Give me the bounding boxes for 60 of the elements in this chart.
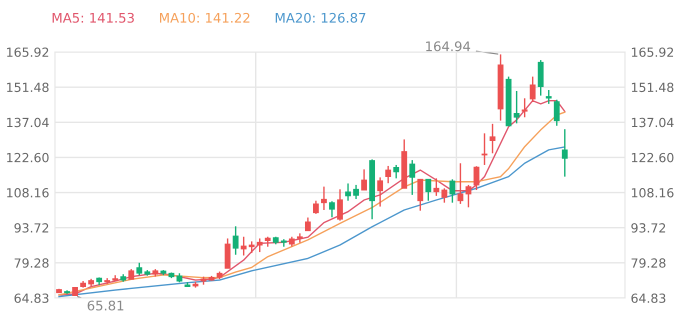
candlestick (361, 168, 367, 191)
y2-tick-label: 137.04 (632, 118, 674, 128)
candlestick (425, 178, 432, 202)
candlestick (256, 238, 263, 253)
text: 164.94 (426, 41, 470, 52)
y2-tick-label: 64.83 (631, 293, 666, 303)
text: 65.81 (88, 300, 124, 311)
candlestick (353, 184, 359, 200)
candlestick (288, 236, 295, 248)
line-series (58, 146, 566, 298)
candlestick (393, 164, 400, 180)
candlestick (417, 178, 424, 212)
candlestick (240, 236, 247, 256)
y-tick-label: 165.92 (7, 47, 48, 57)
candlestick (449, 178, 456, 204)
candlestick (522, 98, 528, 118)
candlestick (458, 162, 464, 205)
text: MA5: 141.53 (52, 12, 134, 23)
y2-tick-label: 122.60 (632, 152, 674, 162)
candlestick (232, 226, 239, 256)
candlestick (554, 99, 560, 126)
candlestick (337, 188, 343, 222)
y-tick-label: 151.48 (7, 82, 49, 92)
candlestick (409, 159, 416, 196)
candlestick (466, 184, 472, 208)
candlestick (377, 176, 384, 208)
candlestick (248, 240, 255, 254)
y2-tick-label: 151.48 (632, 82, 674, 92)
candlestick (530, 76, 536, 102)
text: MA10: 141.22 (160, 12, 250, 23)
candlestick (128, 268, 134, 280)
candlestick (321, 186, 327, 211)
y2-tick-label: 165.92 (632, 47, 674, 57)
y-tick-label: 93.72 (14, 223, 48, 233)
y-tick-label: 79.28 (14, 258, 49, 268)
y-tick-label: 64.83 (14, 293, 48, 303)
candlestick (304, 216, 311, 232)
y-tick-label: 122.60 (7, 152, 49, 162)
y-tick-label: 137.04 (7, 118, 49, 128)
candlestick (264, 236, 271, 248)
candlestick (441, 188, 448, 204)
candlestick (313, 200, 319, 215)
candlestick (176, 272, 182, 283)
y-tick-label: 108.16 (7, 188, 49, 198)
candlestick (345, 182, 351, 202)
candlestick (385, 165, 392, 184)
candlestick (546, 89, 552, 105)
text: MA20: 126.87 (276, 12, 366, 23)
y2-tick-label: 108.16 (632, 188, 674, 198)
candlestick (482, 132, 488, 166)
candlestick (329, 200, 335, 218)
candlestick (562, 128, 568, 178)
y2-tick-label: 79.28 (632, 258, 666, 268)
y2-tick-label: 93.72 (631, 223, 666, 233)
candlestick (490, 123, 496, 154)
candlestick (474, 165, 480, 191)
candlestick (136, 262, 142, 276)
candlestick (296, 232, 303, 244)
candlestick (433, 178, 440, 197)
candlestick (514, 90, 520, 124)
